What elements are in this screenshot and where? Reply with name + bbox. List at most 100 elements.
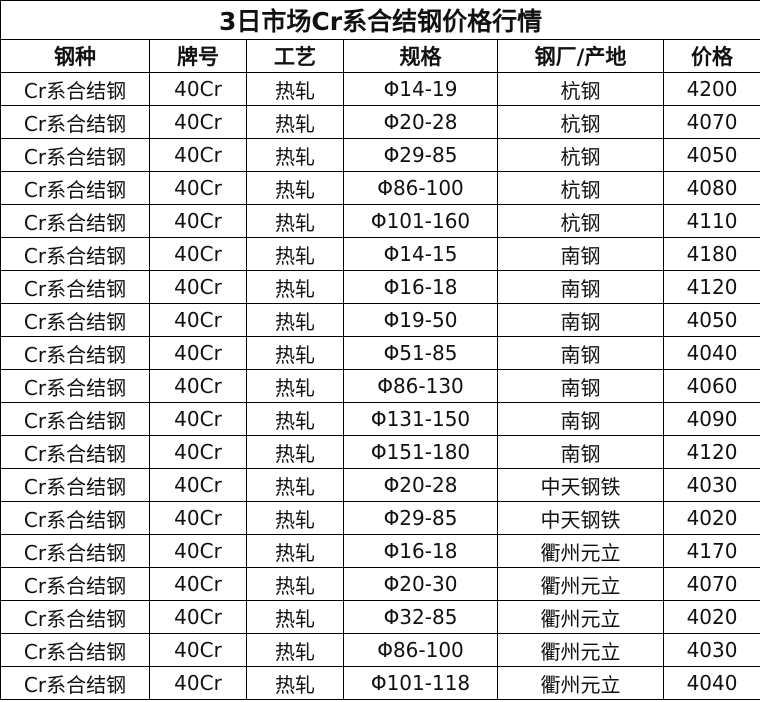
cell-mill: 杭钢 — [497, 204, 664, 238]
cell-grade: 40Cr — [149, 501, 247, 535]
cell-price: 4030 — [662, 633, 760, 667]
cell-spec: Φ20-28 — [343, 105, 498, 139]
cell-process: 热轧 — [246, 534, 344, 568]
cell-mill: 南钢 — [497, 402, 664, 436]
cell-mill: 衢州元立 — [497, 633, 664, 667]
cell-spec: Φ20-28 — [343, 468, 498, 502]
title-row: 3日市场Cr系合结钢价格行情 — [0, 0, 760, 40]
header-row: 钢种 牌号 工艺 规格 钢厂/产地 价格 — [0, 39, 760, 73]
cell-price: 4170 — [662, 534, 760, 568]
table-row: Cr系合结钢 40Cr 热轧 Φ20-28 杭钢 4070 — [0, 105, 760, 139]
cell-process: 热轧 — [246, 633, 344, 667]
table-row: Cr系合结钢 40Cr 热轧 Φ29-85 中天钢铁 4020 — [0, 501, 760, 535]
cell-process: 热轧 — [246, 237, 344, 271]
cell-mill: 杭钢 — [497, 72, 664, 106]
cell-spec: Φ19-50 — [343, 303, 498, 337]
cell-price: 4200 — [662, 72, 760, 106]
table-row: Cr系合结钢 40Cr 热轧 Φ151-180 南钢 4120 — [0, 435, 760, 469]
cell-steel-type: Cr系合结钢 — [0, 72, 150, 106]
cell-process: 热轧 — [246, 402, 344, 436]
cell-mill: 南钢 — [497, 369, 664, 403]
cell-steel-type: Cr系合结钢 — [0, 402, 150, 436]
cell-steel-type: Cr系合结钢 — [0, 303, 150, 337]
cell-spec: Φ86-100 — [343, 171, 498, 205]
cell-process: 热轧 — [246, 72, 344, 106]
cell-mill: 衢州元立 — [497, 534, 664, 568]
cell-steel-type: Cr系合结钢 — [0, 336, 150, 370]
cell-steel-type: Cr系合结钢 — [0, 105, 150, 139]
cell-mill: 衢州元立 — [497, 567, 664, 601]
cell-grade: 40Cr — [149, 402, 247, 436]
cell-price: 4180 — [662, 237, 760, 271]
table-row: Cr系合结钢 40Cr 热轧 Φ51-85 南钢 4040 — [0, 336, 760, 370]
column-header-price: 价格 — [662, 39, 760, 73]
cell-price: 4020 — [662, 600, 760, 634]
cell-grade: 40Cr — [149, 270, 247, 304]
cell-process: 热轧 — [246, 501, 344, 535]
cell-price: 4050 — [662, 138, 760, 172]
cell-steel-type: Cr系合结钢 — [0, 138, 150, 172]
cell-spec: Φ20-30 — [343, 567, 498, 601]
cell-process: 热轧 — [246, 369, 344, 403]
cell-grade: 40Cr — [149, 138, 247, 172]
table-row: Cr系合结钢 40Cr 热轧 Φ101-160 杭钢 4110 — [0, 204, 760, 238]
cell-mill: 南钢 — [497, 303, 664, 337]
cell-grade: 40Cr — [149, 567, 247, 601]
cell-price: 4040 — [662, 336, 760, 370]
cell-process: 热轧 — [246, 270, 344, 304]
cell-steel-type: Cr系合结钢 — [0, 567, 150, 601]
cell-spec: Φ32-85 — [343, 600, 498, 634]
cell-steel-type: Cr系合结钢 — [0, 369, 150, 403]
cell-mill: 杭钢 — [497, 171, 664, 205]
column-header-process: 工艺 — [246, 39, 344, 73]
cell-spec: Φ51-85 — [343, 336, 498, 370]
cell-price: 4070 — [662, 105, 760, 139]
cell-grade: 40Cr — [149, 468, 247, 502]
cell-price: 4040 — [662, 666, 760, 700]
cell-price: 4120 — [662, 270, 760, 304]
cell-spec: Φ101-160 — [343, 204, 498, 238]
cell-price: 4030 — [662, 468, 760, 502]
cell-mill: 衢州元立 — [497, 600, 664, 634]
table-row: Cr系合结钢 40Cr 热轧 Φ86-130 南钢 4060 — [0, 369, 760, 403]
cell-grade: 40Cr — [149, 237, 247, 271]
cell-steel-type: Cr系合结钢 — [0, 666, 150, 700]
cell-mill: 杭钢 — [497, 105, 664, 139]
cell-mill: 中天钢铁 — [497, 468, 664, 502]
cell-price: 4110 — [662, 204, 760, 238]
column-header-spec: 规格 — [343, 39, 498, 73]
table-row: Cr系合结钢 40Cr 热轧 Φ20-30 衢州元立 4070 — [0, 567, 760, 601]
table-title: 3日市场Cr系合结钢价格行情 — [0, 0, 760, 40]
cell-spec: Φ86-100 — [343, 633, 498, 667]
cell-grade: 40Cr — [149, 435, 247, 469]
cell-steel-type: Cr系合结钢 — [0, 633, 150, 667]
cell-spec: Φ16-18 — [343, 270, 498, 304]
cell-grade: 40Cr — [149, 534, 247, 568]
cell-steel-type: Cr系合结钢 — [0, 600, 150, 634]
cell-grade: 40Cr — [149, 600, 247, 634]
table-row: Cr系合结钢 40Cr 热轧 Φ29-85 杭钢 4050 — [0, 138, 760, 172]
cell-steel-type: Cr系合结钢 — [0, 237, 150, 271]
cell-grade: 40Cr — [149, 171, 247, 205]
cell-mill: 中天钢铁 — [497, 501, 664, 535]
cell-mill: 杭钢 — [497, 138, 664, 172]
cell-mill: 衢州元立 — [497, 666, 664, 700]
cell-spec: Φ86-130 — [343, 369, 498, 403]
cell-spec: Φ101-118 — [343, 666, 498, 700]
cell-steel-type: Cr系合结钢 — [0, 534, 150, 568]
cell-process: 热轧 — [246, 105, 344, 139]
cell-grade: 40Cr — [149, 303, 247, 337]
column-header-mill: 钢厂/产地 — [497, 39, 664, 73]
cell-spec: Φ151-180 — [343, 435, 498, 469]
table-row: Cr系合结钢 40Cr 热轧 Φ16-18 南钢 4120 — [0, 270, 760, 304]
cell-spec: Φ29-85 — [343, 501, 498, 535]
cell-process: 热轧 — [246, 600, 344, 634]
cell-process: 热轧 — [246, 336, 344, 370]
column-header-steel-type: 钢种 — [0, 39, 150, 73]
table-row: Cr系合结钢 40Cr 热轧 Φ14-15 南钢 4180 — [0, 237, 760, 271]
cell-process: 热轧 — [246, 171, 344, 205]
cell-process: 热轧 — [246, 138, 344, 172]
cell-mill: 南钢 — [497, 270, 664, 304]
cell-mill: 南钢 — [497, 237, 664, 271]
